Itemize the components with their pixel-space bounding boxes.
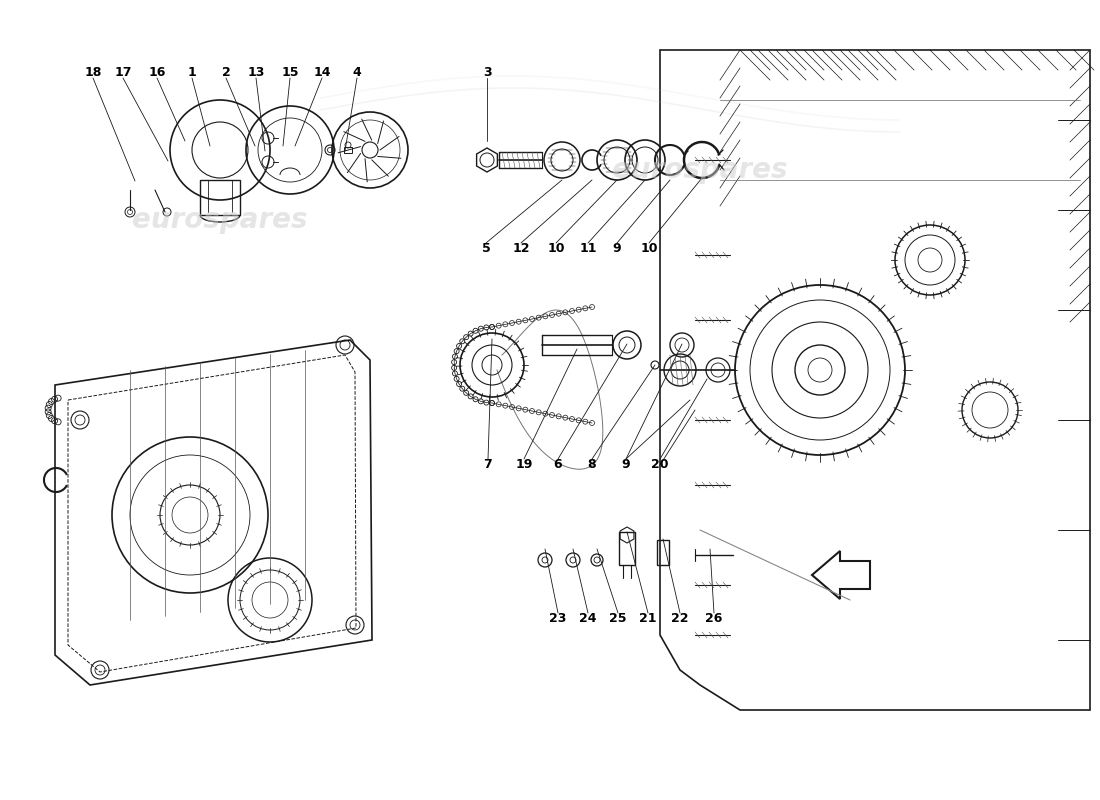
Text: 15: 15 — [282, 66, 299, 78]
Text: 17: 17 — [114, 66, 132, 78]
Text: 26: 26 — [705, 611, 723, 625]
Text: 24: 24 — [580, 611, 596, 625]
Text: eurospares: eurospares — [132, 206, 308, 234]
Text: 8: 8 — [587, 458, 596, 471]
Text: 18: 18 — [85, 66, 101, 78]
Text: 3: 3 — [483, 66, 492, 78]
Text: 20: 20 — [651, 458, 669, 471]
Text: 22: 22 — [671, 611, 689, 625]
Text: 23: 23 — [549, 611, 566, 625]
Text: 14: 14 — [314, 66, 331, 78]
Text: 19: 19 — [515, 458, 532, 471]
Text: 13: 13 — [248, 66, 265, 78]
Text: 6: 6 — [553, 458, 562, 471]
Text: 9: 9 — [613, 242, 621, 254]
Text: eurospares: eurospares — [613, 156, 788, 184]
Text: 16: 16 — [148, 66, 166, 78]
Text: 25: 25 — [609, 611, 627, 625]
Text: 5: 5 — [482, 242, 491, 254]
Text: 12: 12 — [513, 242, 530, 254]
Text: 1: 1 — [188, 66, 197, 78]
Text: 9: 9 — [621, 458, 630, 471]
Text: 10: 10 — [640, 242, 658, 254]
Text: 10: 10 — [548, 242, 564, 254]
Text: 7: 7 — [484, 458, 493, 471]
Text: 21: 21 — [639, 611, 657, 625]
Text: 11: 11 — [580, 242, 596, 254]
Text: 4: 4 — [353, 66, 362, 78]
Text: 2: 2 — [221, 66, 230, 78]
Polygon shape — [812, 551, 870, 599]
